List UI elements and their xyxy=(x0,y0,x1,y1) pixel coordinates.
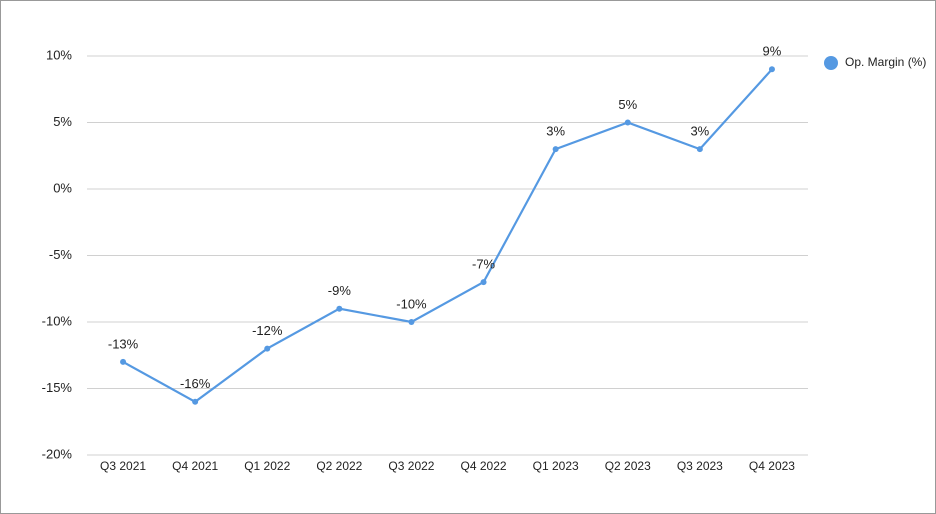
data-label: 5% xyxy=(618,97,637,112)
y-tick-label: -20% xyxy=(42,446,73,461)
point xyxy=(264,345,271,352)
x-tick-label: Q3 2021 xyxy=(100,459,146,473)
x-tick-label: Q3 2023 xyxy=(677,459,723,473)
x-tick-label: Q4 2023 xyxy=(749,459,795,473)
data-label: 3% xyxy=(546,124,565,139)
x-tick-label: Q4 2021 xyxy=(172,459,218,473)
data-label: -7% xyxy=(472,257,496,272)
point xyxy=(624,119,631,126)
x-tick-label: Q1 2022 xyxy=(244,459,290,473)
legend-label: Op. Margin (%) xyxy=(845,55,926,69)
data-label: -12% xyxy=(252,323,283,338)
point xyxy=(696,146,703,153)
data-label: -16% xyxy=(180,376,211,391)
point xyxy=(192,398,199,405)
y-tick-label: 5% xyxy=(53,114,72,129)
y-tick-label: -15% xyxy=(42,380,73,395)
x-tick-label: Q1 2023 xyxy=(533,459,579,473)
data-label: -10% xyxy=(396,296,427,311)
point xyxy=(336,305,343,312)
y-tick-label: -10% xyxy=(42,313,73,328)
point xyxy=(768,66,775,73)
y-tick-label: 10% xyxy=(46,47,72,62)
x-tick-label: Q2 2023 xyxy=(605,459,651,473)
line xyxy=(122,68,773,404)
x-tick-label: Q4 2022 xyxy=(461,459,507,473)
data-label: -13% xyxy=(108,336,139,351)
y-tick-label: 0% xyxy=(53,180,72,195)
data-label: 3% xyxy=(690,124,709,139)
y-tick-label: -5% xyxy=(49,247,73,262)
point xyxy=(120,358,127,365)
data-label: 9% xyxy=(763,44,782,59)
point xyxy=(552,146,559,153)
data-label: -9% xyxy=(328,283,352,298)
point xyxy=(480,279,487,286)
point xyxy=(408,319,415,325)
x-tick-label: Q3 2022 xyxy=(388,459,434,473)
legend-marker xyxy=(824,56,838,70)
x-tick-label: Q2 2022 xyxy=(316,459,362,473)
